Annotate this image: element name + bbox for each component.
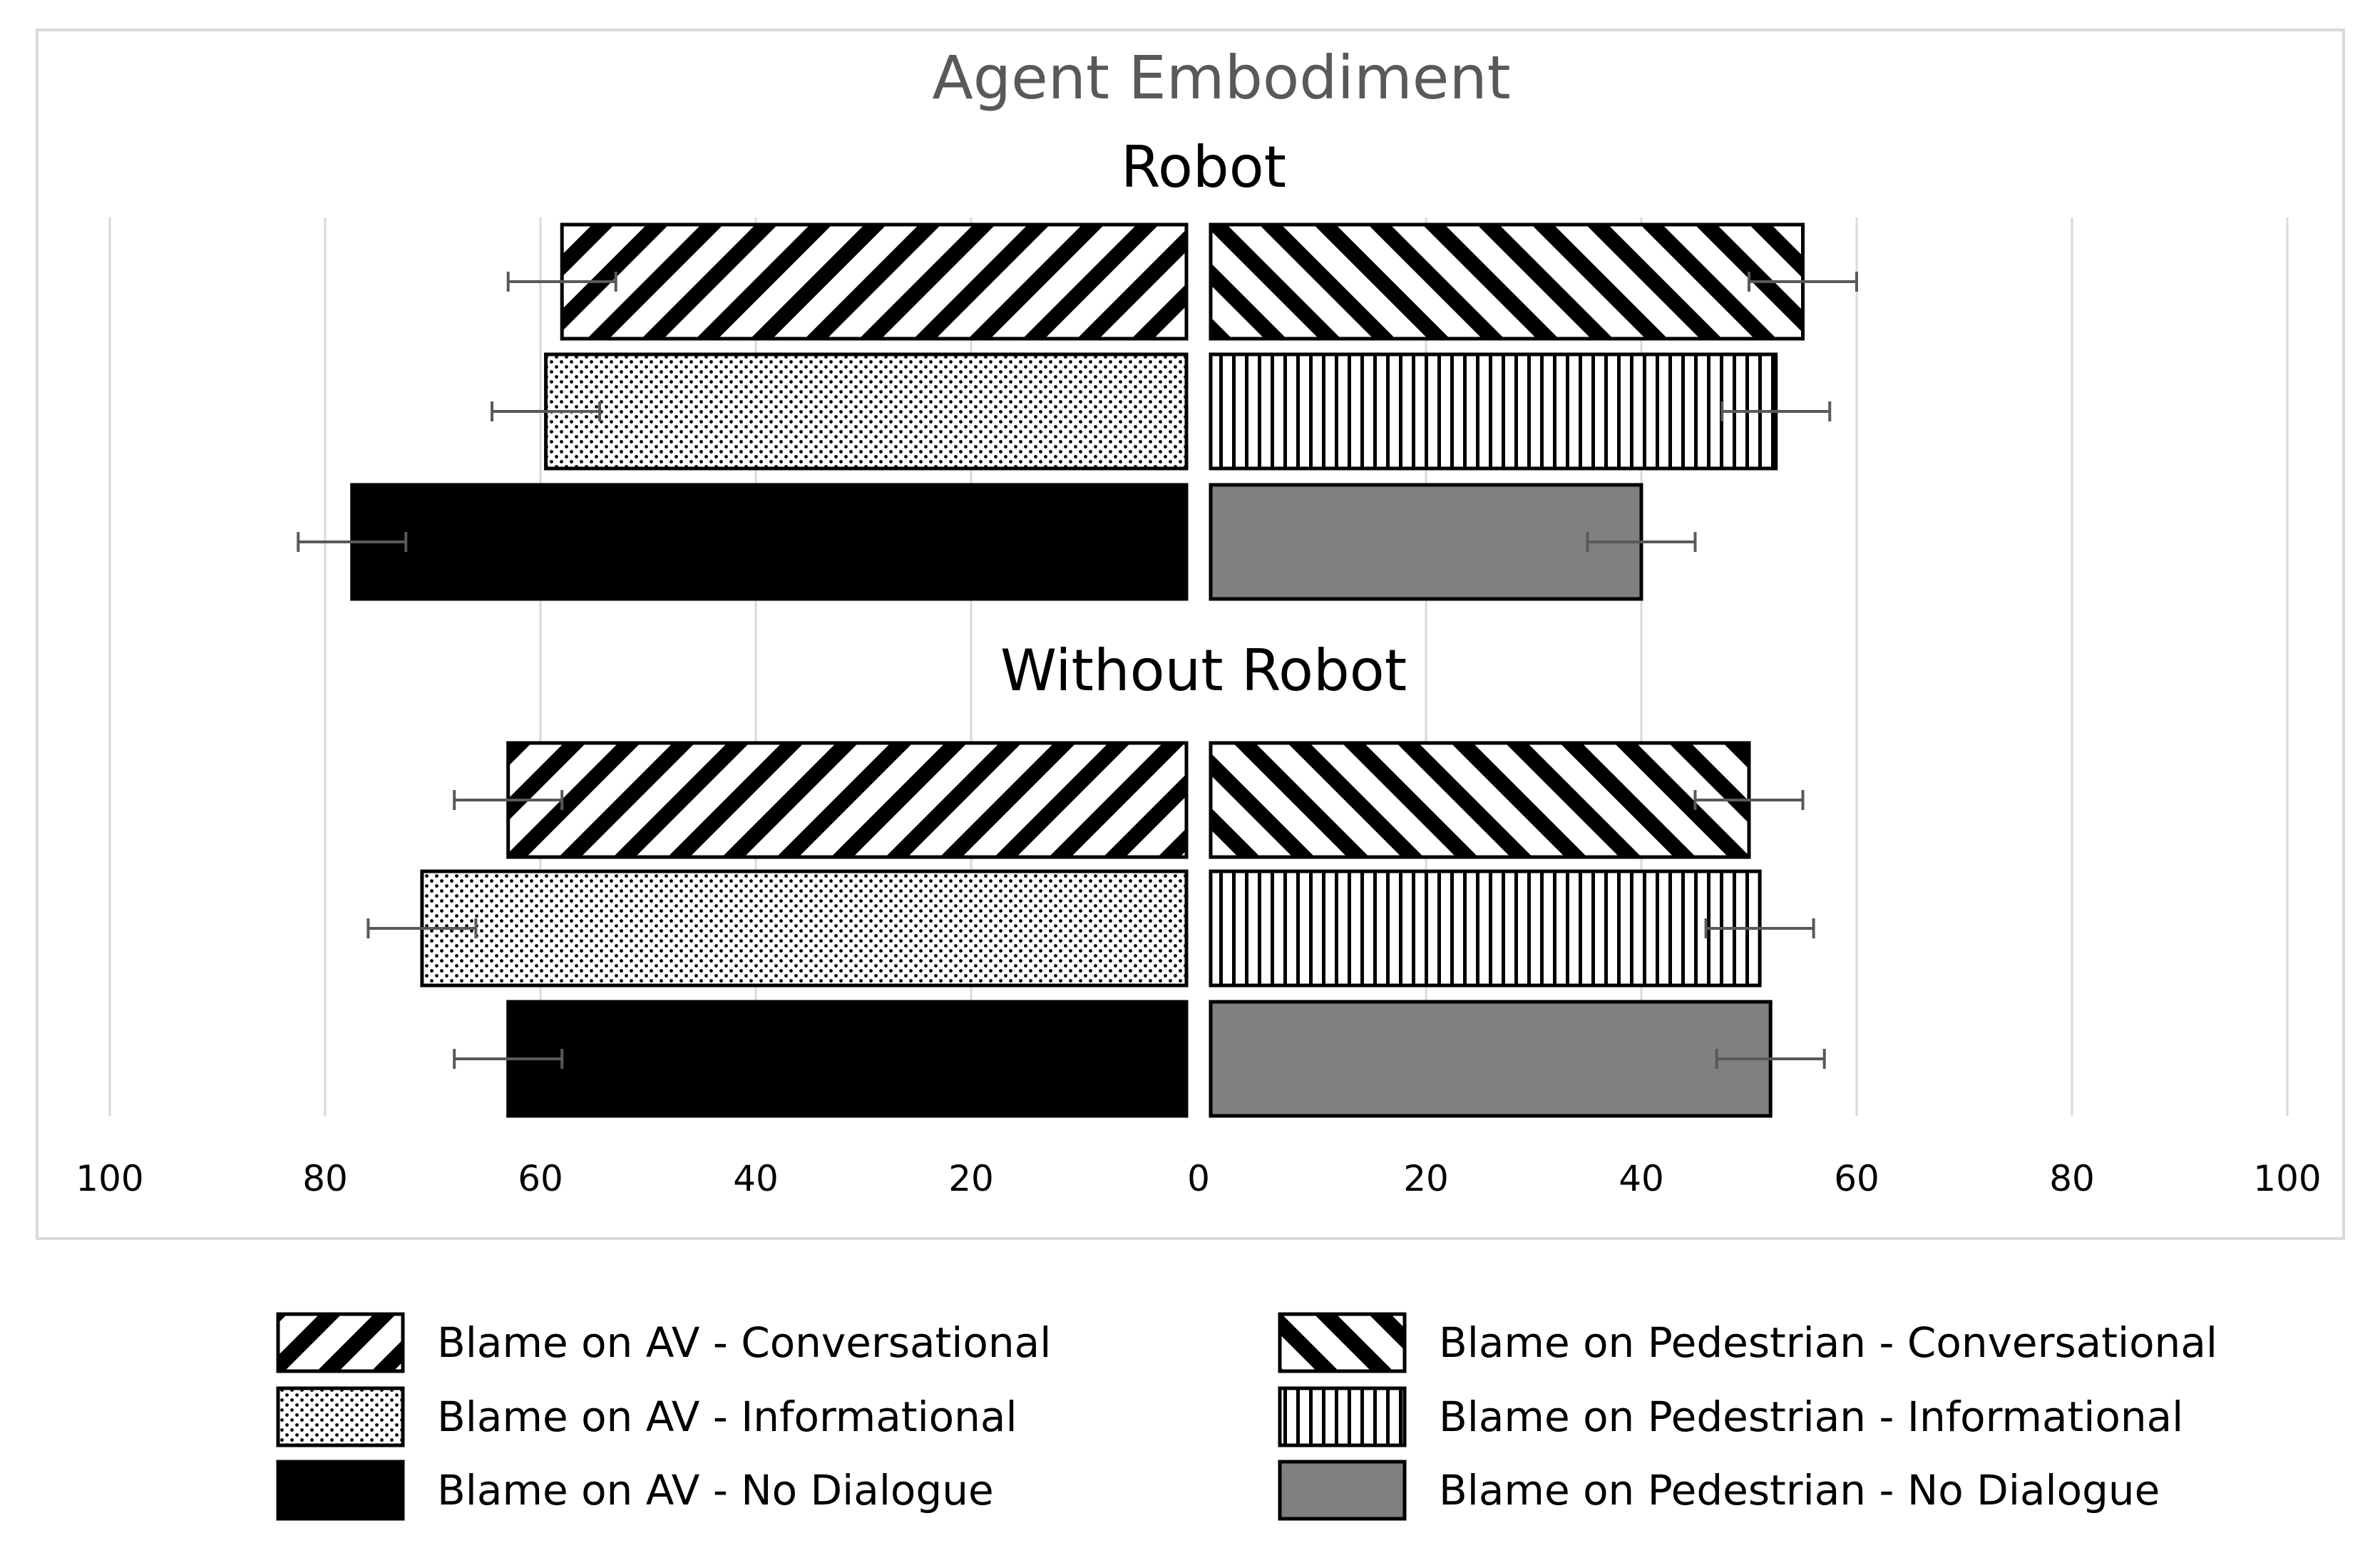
error-bar-ped_conv bbox=[1748, 272, 1858, 292]
legend: Blame on AV - Conversational Blame on Ped… bbox=[276, 1312, 2217, 1521]
bar-ped_nod bbox=[1209, 1000, 1773, 1118]
error-bar-ped_info bbox=[1704, 918, 1815, 938]
bar-av_nod bbox=[506, 1000, 1189, 1118]
bar-av_nod bbox=[350, 483, 1189, 601]
legend-label: Blame on AV - No Dialogue bbox=[437, 1466, 994, 1514]
error-bar-av_nod bbox=[453, 1049, 564, 1069]
x-tick-label: 80 bbox=[302, 1158, 348, 1199]
bar-ped_info bbox=[1209, 869, 1762, 988]
legend-label: Blame on Pedestrian - Informational bbox=[1439, 1393, 2183, 1441]
x-tick-label: 100 bbox=[2253, 1158, 2321, 1199]
group-label-without-robot: Without Robot bbox=[1000, 637, 1407, 704]
legend-item-ped_conv: Blame on Pedestrian - Conversational bbox=[1278, 1312, 2217, 1373]
x-tick-label: 0 bbox=[1187, 1158, 1210, 1199]
x-tick-label: 60 bbox=[1834, 1158, 1879, 1199]
bars-layer bbox=[350, 222, 1805, 1118]
chart-title: Agent Embodiment bbox=[932, 43, 1510, 113]
bar-av_info bbox=[420, 869, 1189, 988]
error-bar-av_info bbox=[366, 918, 478, 938]
group-label-robot: Robot bbox=[1121, 134, 1286, 200]
bar-av_info bbox=[544, 352, 1189, 471]
error-bar-ped_nod bbox=[1586, 532, 1697, 552]
legend-item-ped_nod: Blame on Pedestrian - No Dialogue bbox=[1278, 1460, 2160, 1521]
x-tick-label: 40 bbox=[1619, 1158, 1664, 1199]
bar-av_conv bbox=[506, 741, 1189, 859]
x-axis-ticks: 100 80 60 40 20 0 20 40 60 80 100 bbox=[76, 1158, 2321, 1199]
legend-swatch bbox=[1278, 1460, 1407, 1521]
legend-item-ped_info: Blame on Pedestrian - Informational bbox=[1278, 1386, 2183, 1447]
legend-swatch bbox=[276, 1312, 405, 1373]
x-tick-label: 40 bbox=[733, 1158, 779, 1199]
legend-label: Blame on Pedestrian - No Dialogue bbox=[1439, 1466, 2160, 1514]
x-tick-label: 20 bbox=[1403, 1158, 1449, 1199]
x-tick-label: 60 bbox=[518, 1158, 563, 1199]
bar-ped_nod bbox=[1209, 483, 1643, 601]
bar-ped_conv bbox=[1209, 741, 1751, 859]
legend-item-av_info: Blame on AV - Informational bbox=[276, 1386, 1017, 1447]
error-bar-ped_conv bbox=[1693, 790, 1805, 810]
error-bar-av_conv bbox=[453, 790, 564, 810]
legend-label: Blame on Pedestrian - Conversational bbox=[1439, 1318, 2217, 1367]
bar-ped_conv bbox=[1209, 222, 1805, 341]
error-bar-av_info bbox=[491, 401, 602, 421]
error-bar-ped_nod bbox=[1715, 1049, 1826, 1069]
legend-item-av_conv: Blame on AV - Conversational bbox=[276, 1312, 1051, 1373]
error-bars-layer bbox=[297, 272, 1858, 1069]
x-tick-label: 20 bbox=[948, 1158, 994, 1199]
legend-swatch bbox=[276, 1460, 405, 1521]
legend-swatch bbox=[1278, 1312, 1407, 1373]
bar-av_conv bbox=[560, 222, 1189, 341]
legend-label: Blame on AV - Informational bbox=[437, 1393, 1017, 1441]
error-bar-ped_info bbox=[1720, 401, 1832, 421]
legend-swatch bbox=[1278, 1386, 1407, 1447]
x-tick-label: 100 bbox=[76, 1158, 143, 1199]
legend-swatch bbox=[276, 1386, 405, 1447]
plot-frame bbox=[36, 29, 2345, 1240]
error-bar-av_nod bbox=[297, 532, 408, 552]
x-tick-label: 80 bbox=[2049, 1158, 2095, 1199]
legend-label: Blame on AV - Conversational bbox=[437, 1318, 1051, 1367]
legend-item-av_nod: Blame on AV - No Dialogue bbox=[276, 1460, 994, 1521]
bar-ped_info bbox=[1209, 352, 1778, 471]
error-bar-av_conv bbox=[506, 272, 617, 292]
